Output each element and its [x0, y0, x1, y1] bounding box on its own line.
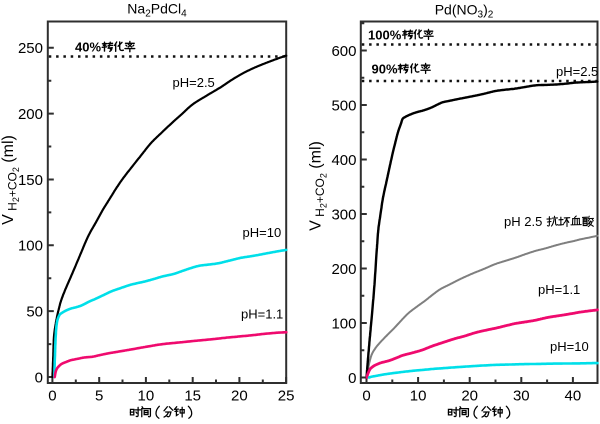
- svg-text:pH=10: pH=10: [550, 339, 589, 354]
- svg-text:0: 0: [48, 388, 56, 405]
- svg-text:30: 30: [513, 388, 530, 405]
- svg-text:40: 40: [565, 388, 582, 405]
- svg-text:300: 300: [331, 206, 356, 223]
- svg-text:Na2PdCl4: Na2PdCl4: [127, 1, 187, 20]
- svg-text:V H2+CO2 (ml): V H2+CO2 (ml): [0, 135, 21, 225]
- svg-text:0: 0: [35, 369, 43, 386]
- svg-text:600: 600: [331, 43, 356, 60]
- svg-text:0: 0: [362, 388, 370, 405]
- svg-text:250: 250: [18, 40, 43, 57]
- svg-text:0: 0: [348, 370, 356, 387]
- svg-text:10: 10: [138, 388, 155, 405]
- svg-text:100: 100: [18, 238, 43, 255]
- svg-text:200: 200: [18, 106, 43, 123]
- svg-text:15: 15: [184, 388, 201, 405]
- svg-text:pH=1.1: pH=1.1: [538, 282, 580, 297]
- svg-text:200: 200: [331, 261, 356, 278]
- svg-text:500: 500: [331, 97, 356, 114]
- svg-text:10: 10: [410, 388, 427, 405]
- svg-text:V H2+CO2 (ml): V H2+CO2 (ml): [308, 141, 329, 231]
- svg-text:pH=2.5: pH=2.5: [556, 64, 598, 79]
- svg-text:400: 400: [331, 152, 356, 169]
- svg-text:20: 20: [461, 388, 478, 405]
- svg-text:5: 5: [95, 388, 103, 405]
- svg-text:100: 100: [331, 315, 356, 332]
- svg-text:20: 20: [231, 388, 248, 405]
- svg-text:pH 2.5: pH 2.5: [504, 214, 542, 229]
- svg-text:150: 150: [18, 172, 43, 189]
- svg-text:100%: 100%: [368, 28, 402, 43]
- svg-text:50: 50: [26, 303, 43, 320]
- svg-text:90%: 90%: [372, 62, 398, 77]
- svg-text:pH=1.1: pH=1.1: [241, 307, 283, 322]
- svg-text:pH=2.5: pH=2.5: [173, 75, 215, 90]
- svg-text:25: 25: [278, 388, 295, 405]
- svg-text:pH=10: pH=10: [243, 225, 282, 240]
- svg-text:40%: 40%: [75, 40, 101, 55]
